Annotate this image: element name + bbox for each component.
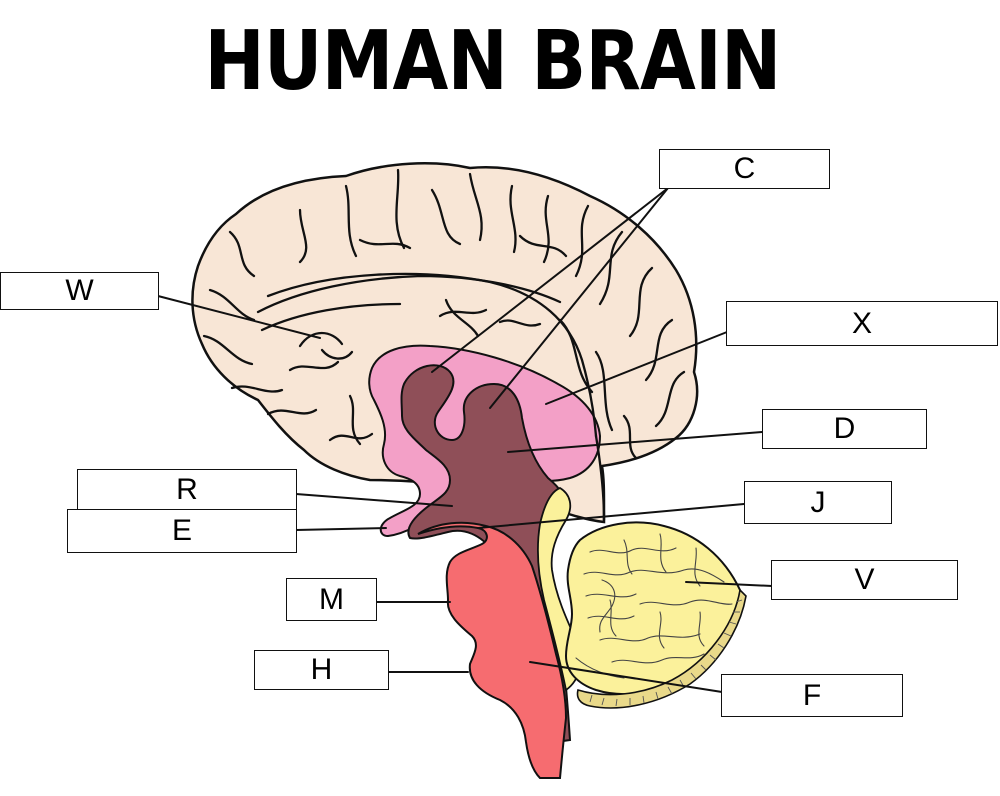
label-box-v[interactable]: V <box>771 560 958 600</box>
sulci-lines <box>202 168 686 460</box>
label-box-e[interactable]: E <box>67 509 297 553</box>
label-box-r[interactable]: R <box>77 469 297 510</box>
page-title: HUMAN BRAIN <box>204 14 781 109</box>
cerebellum-folia <box>575 533 733 679</box>
cerebellum-rim <box>576 588 747 709</box>
brainstem-region <box>417 521 568 779</box>
label-box-m[interactable]: M <box>286 578 377 621</box>
label-box-x[interactable]: X <box>726 301 998 346</box>
label-box-w[interactable]: W <box>0 272 159 310</box>
label-box-j[interactable]: J <box>744 481 892 524</box>
label-box-f[interactable]: F <box>721 674 903 717</box>
label-box-d[interactable]: D <box>762 409 927 449</box>
leader-lines <box>157 187 773 693</box>
internal-tracts <box>266 272 606 522</box>
label-box-h[interactable]: H <box>254 650 389 690</box>
label-box-c[interactable]: C <box>659 149 830 189</box>
